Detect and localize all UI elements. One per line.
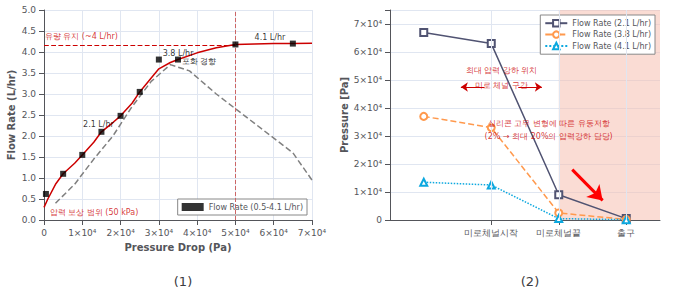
svg-text:Flow Rate (2.1 L/hr): Flow Rate (2.1 L/hr)	[572, 19, 651, 28]
svg-text:Pressure Drop (Pa): Pressure Drop (Pa)	[125, 242, 232, 253]
svg-text:실리콘 고무 변형에 따른 유동저항: 실리콘 고무 변형에 따른 유동저항	[488, 119, 610, 128]
svg-text:Flow Rate (L/hr): Flow Rate (L/hr)	[6, 70, 17, 161]
svg-text:Pressure [Pa]: Pressure [Pa]	[339, 77, 350, 153]
svg-text:5×10⁴: 5×10⁴	[354, 75, 383, 85]
svg-text:(1): (1)	[174, 274, 192, 289]
svg-text:0.0: 0.0	[22, 215, 37, 225]
svg-text:(2% → 최대 20%의 압력강하 담당): (2% → 최대 20%의 압력강하 담당)	[485, 132, 613, 141]
svg-text:포화 경향: 포화 경향	[182, 57, 217, 66]
svg-text:1.5: 1.5	[22, 152, 36, 162]
svg-text:Flow Rate (4.1 L/hr): Flow Rate (4.1 L/hr)	[572, 42, 651, 51]
svg-text:Flow Rate (3.8 L/hr): Flow Rate (3.8 L/hr)	[572, 30, 651, 39]
svg-text:3.5: 3.5	[22, 68, 36, 78]
svg-text:최대 압력 강하 위치: 최대 압력 강하 위치	[466, 66, 538, 75]
svg-text:4×10⁴: 4×10⁴	[183, 228, 212, 238]
svg-text:3.8 L/hr: 3.8 L/hr	[163, 49, 194, 58]
svg-text:(2): (2)	[521, 274, 539, 289]
svg-text:1.0: 1.0	[22, 173, 37, 183]
svg-text:2.5: 2.5	[22, 110, 36, 120]
svg-text:4.5: 4.5	[22, 26, 36, 36]
svg-text:미로체널시작: 미로체널시작	[464, 228, 518, 238]
svg-text:0: 0	[376, 215, 382, 225]
svg-text:유량 유지 (~4 L/hr): 유량 유지 (~4 L/hr)	[45, 32, 118, 41]
svg-text:4.0: 4.0	[22, 47, 37, 57]
svg-text:0.5: 0.5	[22, 194, 36, 204]
svg-text:7×10⁴: 7×10⁴	[298, 228, 327, 238]
svg-text:6×10⁴: 6×10⁴	[260, 228, 289, 238]
svg-text:2.0: 2.0	[22, 131, 37, 141]
svg-text:2×10⁴: 2×10⁴	[106, 228, 135, 238]
svg-text:미로 체널 구간: 미로 체널 구간	[475, 81, 528, 90]
svg-text:2×10⁴: 2×10⁴	[354, 159, 383, 169]
svg-text:미로체널끝: 미로체널끝	[536, 228, 581, 238]
svg-text:3×10⁴: 3×10⁴	[354, 131, 383, 141]
svg-text:7×10⁴: 7×10⁴	[354, 19, 383, 29]
svg-text:5.0: 5.0	[22, 5, 37, 15]
svg-text:압력 보상 범위 (50 kPa): 압력 보상 범위 (50 kPa)	[50, 208, 139, 217]
svg-text:6×10⁴: 6×10⁴	[354, 47, 383, 57]
svg-text:3.0: 3.0	[22, 89, 37, 99]
svg-text:5×10⁴: 5×10⁴	[221, 228, 250, 238]
svg-text:Flow Rate (0.5-4.1 L/hr): Flow Rate (0.5-4.1 L/hr)	[209, 203, 303, 212]
svg-text:3×10⁴: 3×10⁴	[145, 228, 174, 238]
svg-text:4.1 L/hr: 4.1 L/hr	[255, 33, 286, 42]
svg-text:출구: 출구	[617, 228, 635, 238]
svg-text:0: 0	[41, 228, 47, 238]
svg-text:2.1 L/hr: 2.1 L/hr	[83, 120, 114, 129]
svg-text:4×10⁴: 4×10⁴	[354, 103, 383, 113]
svg-text:1×10⁴: 1×10⁴	[68, 228, 97, 238]
svg-text:1×10⁴: 1×10⁴	[354, 187, 383, 197]
